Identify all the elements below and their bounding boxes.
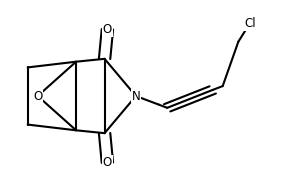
Text: Cl: Cl — [244, 17, 256, 30]
Text: O: O — [103, 23, 112, 36]
Text: N: N — [132, 89, 140, 103]
Text: O: O — [103, 156, 112, 169]
Text: O: O — [33, 89, 42, 103]
